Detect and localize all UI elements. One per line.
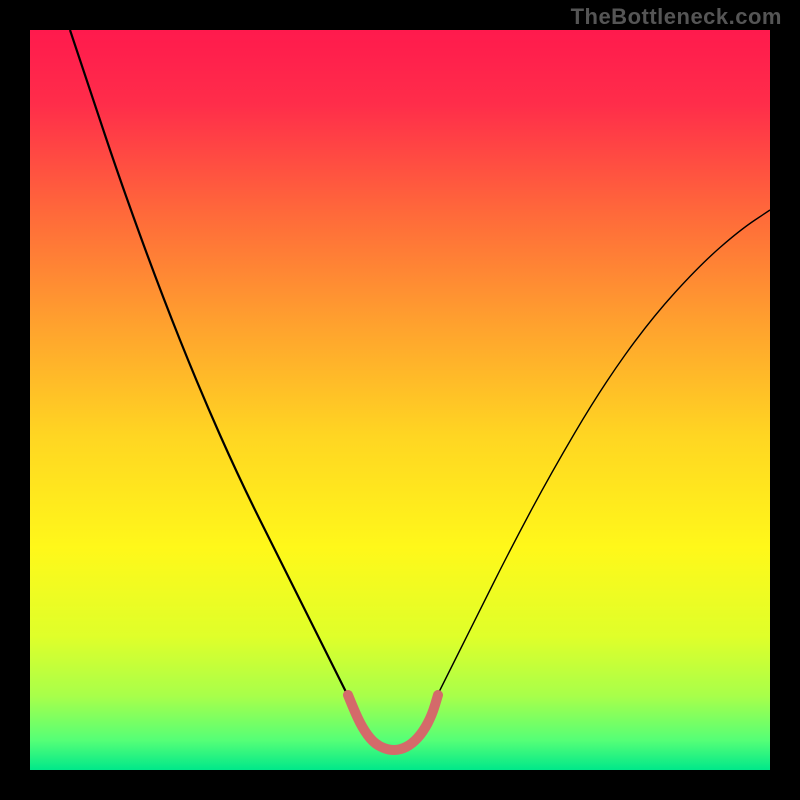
chart-plot-area — [30, 30, 770, 770]
gradient-background — [30, 30, 770, 770]
bottleneck-chart — [30, 30, 770, 770]
watermark-label: TheBottleneck.com — [571, 4, 782, 30]
